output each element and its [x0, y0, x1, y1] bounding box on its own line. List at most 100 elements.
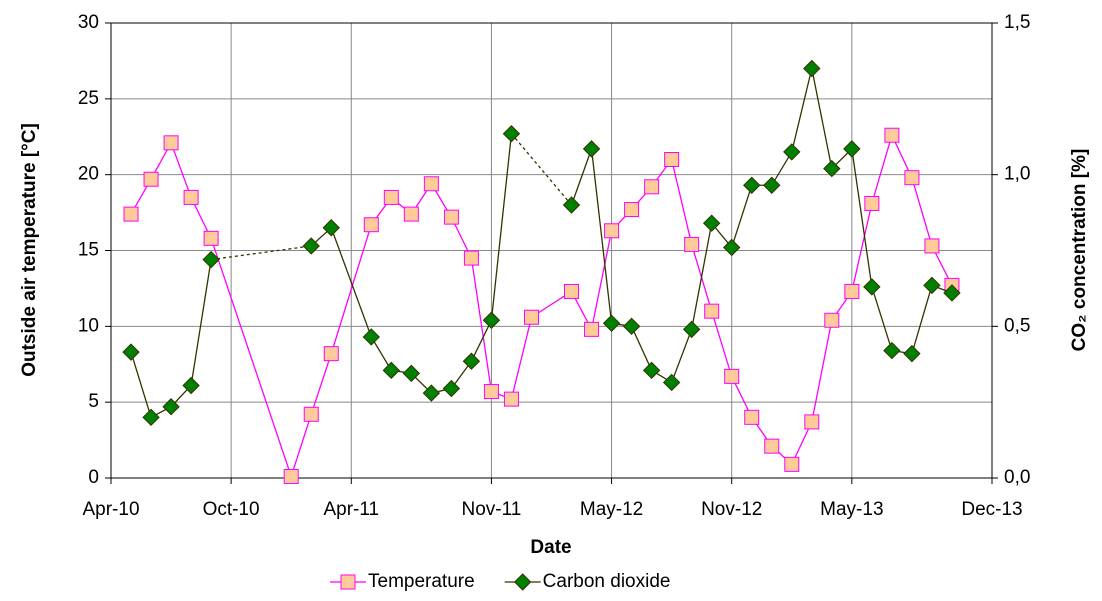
marker: [283, 468, 299, 484]
marker: [564, 283, 580, 299]
series-line: [130, 259, 212, 419]
marker: [622, 317, 641, 336]
legend-marker: [340, 574, 356, 590]
marker: [923, 276, 941, 295]
marker: [462, 352, 481, 370]
y2-tick-label: 0,0: [1004, 467, 1030, 488]
series-line: [310, 133, 513, 394]
marker: [642, 361, 661, 380]
y-axis-label: Outside air temperature [°C]: [19, 123, 40, 377]
y-tick-label: 30: [78, 12, 99, 33]
x-tick-label: May-13: [820, 499, 883, 520]
marker: [823, 159, 841, 178]
x-tick-label: Apr-10: [82, 499, 139, 520]
y-tick-label: 10: [78, 315, 99, 336]
marker: [602, 314, 621, 333]
marker: [323, 346, 339, 362]
marker: [943, 284, 961, 302]
marker: [803, 59, 821, 78]
marker: [582, 140, 601, 158]
marker: [843, 140, 861, 158]
y-tick-label: 15: [78, 240, 99, 261]
marker: [182, 376, 200, 395]
plot-frame: [110, 22, 993, 479]
marker: [122, 343, 140, 361]
marker: [722, 238, 741, 257]
marker: [702, 214, 721, 232]
marker: [924, 238, 940, 254]
marker: [844, 283, 860, 299]
series-line: [130, 133, 953, 479]
marker: [422, 384, 441, 402]
marker: [744, 409, 760, 425]
y2-tick-label: 1,0: [1004, 164, 1030, 185]
x-tick-label: May-12: [580, 499, 643, 520]
marker: [523, 309, 539, 325]
marker: [163, 135, 179, 151]
marker: [383, 189, 399, 205]
marker: [502, 125, 521, 143]
marker: [463, 250, 479, 266]
marker: [363, 217, 379, 233]
marker: [503, 391, 519, 407]
marker: [784, 456, 800, 472]
marker: [682, 320, 701, 339]
marker: [423, 176, 439, 192]
marker: [624, 202, 640, 218]
marker: [382, 361, 401, 380]
marker: [302, 237, 320, 255]
marker: [143, 171, 159, 187]
marker: [403, 206, 419, 222]
gap-line: [211, 245, 312, 261]
y2-tick-label: 1,5: [1004, 12, 1030, 33]
y-tick-label: 20: [78, 164, 99, 185]
marker: [584, 321, 600, 337]
gap-line: [510, 133, 573, 206]
marker: [903, 344, 921, 363]
y-tick-label: 0: [88, 467, 99, 488]
x-tick-label: Nov-12: [701, 499, 762, 520]
y2-axis-label: CO₂ concentration [%]: [1069, 149, 1090, 352]
x-tick-label: Nov-11: [462, 499, 522, 520]
marker: [864, 195, 880, 211]
marker: [303, 406, 319, 422]
marker: [884, 127, 900, 143]
marker: [644, 179, 660, 195]
marker: [783, 143, 801, 161]
marker: [562, 196, 581, 214]
marker: [322, 219, 340, 237]
marker: [883, 341, 901, 360]
marker: [664, 152, 680, 167]
marker: [704, 303, 720, 319]
marker: [604, 223, 620, 239]
y2-tick-label: 0,5: [1004, 315, 1030, 336]
marker: [162, 398, 180, 416]
legend-marker: [513, 573, 532, 591]
marker: [662, 373, 681, 392]
marker: [443, 209, 459, 225]
series-line: [570, 68, 953, 384]
legend-label: Temperature: [368, 571, 475, 592]
marker: [743, 176, 761, 194]
marker: [804, 414, 820, 430]
marker: [684, 236, 700, 252]
legend-label: Carbon dioxide: [543, 571, 671, 592]
marker: [442, 379, 461, 398]
y-tick-label: 5: [88, 391, 99, 412]
marker: [724, 368, 740, 384]
marker: [202, 250, 220, 269]
marker: [824, 312, 840, 328]
marker: [863, 278, 881, 296]
marker: [142, 408, 160, 427]
marker: [904, 170, 920, 186]
marker: [123, 206, 139, 222]
x-tick-label: Oct-10: [203, 499, 260, 520]
marker: [362, 328, 381, 346]
y-tick-label: 25: [78, 88, 99, 109]
x-axis-label: Date: [530, 537, 571, 558]
marker: [764, 438, 780, 454]
x-tick-label: Apr-11: [323, 499, 379, 520]
marker: [183, 189, 199, 205]
x-tick-label: Dec-13: [961, 499, 1022, 520]
